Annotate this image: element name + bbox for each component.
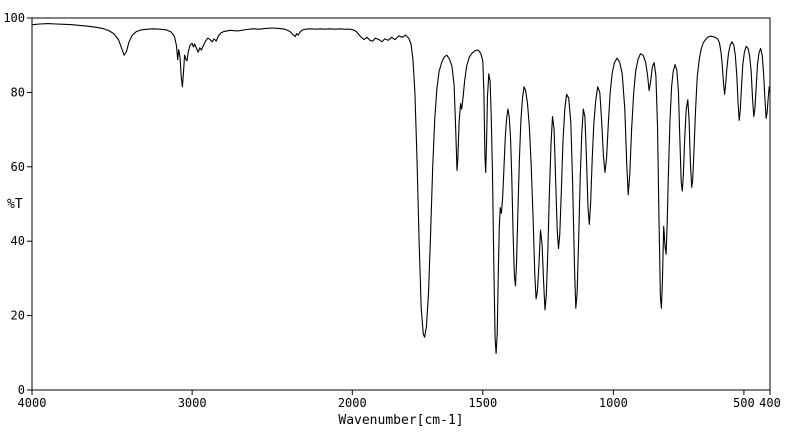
plot-frame	[31, 17, 771, 391]
x-tick-label: 3000	[178, 396, 207, 410]
y-tick-label: 20	[11, 309, 25, 323]
y-tick-label: 40	[11, 234, 25, 248]
x-tick-label: 400	[759, 396, 781, 410]
x-tick-label: 2000	[338, 396, 367, 410]
y-tick-label: 0	[18, 383, 25, 397]
x-tick-label: 1500	[468, 396, 497, 410]
y-axis-label: %T	[7, 197, 23, 212]
x-tick-label: 500	[733, 396, 755, 410]
x-tick-label: 1000	[599, 396, 628, 410]
x-tick-label: 4000	[18, 396, 47, 410]
x-axis-label: Wavenumber[cm-1]	[338, 413, 464, 428]
y-tick-label: 80	[11, 85, 25, 99]
y-tick-label: 100	[3, 11, 25, 25]
y-tick-label: 60	[11, 160, 25, 174]
spectrum-trace	[31, 23, 771, 355]
